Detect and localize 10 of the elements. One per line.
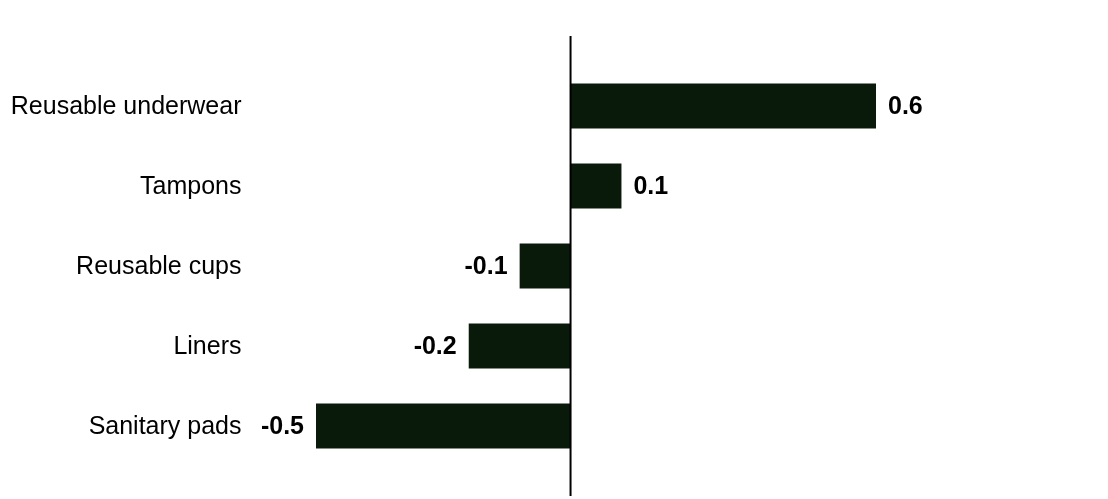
data-label: -0.1	[464, 251, 508, 279]
data-label: -0.5	[260, 411, 305, 439]
y-tick-label: Reusable cups	[76, 251, 242, 279]
y-tick-label: Liners	[173, 331, 242, 359]
data-label: 0.1	[633, 171, 669, 199]
data-label: -0.2	[413, 331, 457, 359]
data-label: 0.6	[888, 91, 923, 119]
y-tick-label: Reusable underwear	[10, 91, 242, 119]
y-tick-label: Tampons	[140, 171, 242, 199]
y-tick-label: Sanitary pads	[88, 411, 242, 439]
